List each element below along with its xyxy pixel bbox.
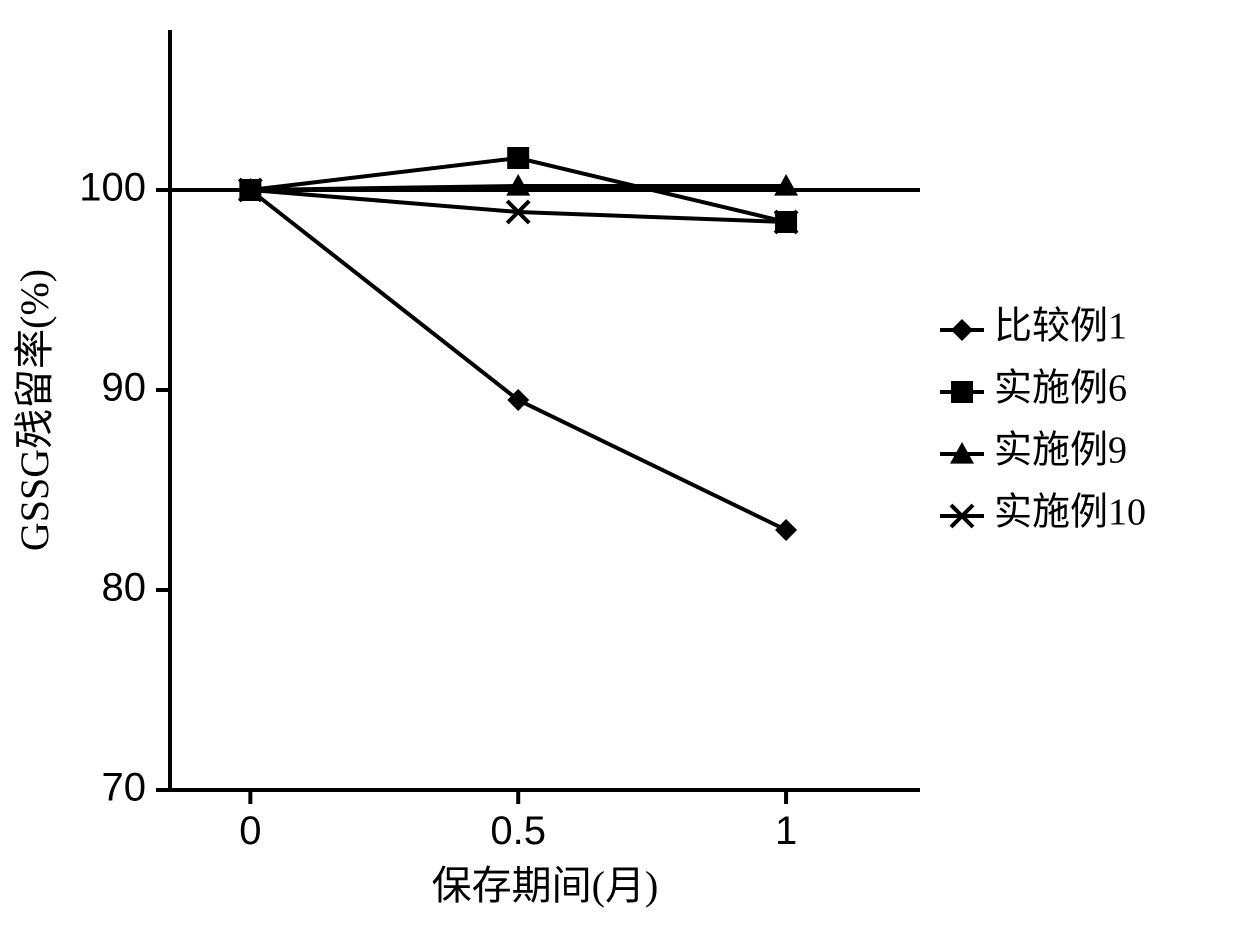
x-tick-label: 0 [239,809,261,853]
gssg-retention-chart: 70 80 90 100 0 0.5 1 GSSG残留率(%) 保存期间(月) 比较例1 实施例6 实… [0,0,1240,934]
y-tick-label: 70 [102,766,147,810]
x-tick-label: 1 [775,809,797,853]
square-marker [951,381,973,403]
x-axis-label: 保存期间(月) [432,863,659,908]
legend-label: 实施例9 [994,430,1127,472]
y-tick-label: 80 [102,566,147,610]
chart-svg: 70 80 90 100 0 0.5 1 GSSG残留率(%) 保存期间(月) 比较例1 实施例6 实… [0,0,1240,934]
legend-label: 比较例1 [994,306,1127,348]
y-tick-label: 100 [79,166,146,210]
y-tick-label: 90 [102,366,147,410]
x-tick-label: 0.5 [490,809,546,853]
legend-label: 实施例10 [994,492,1146,534]
legend-label: 实施例6 [994,368,1127,410]
y-axis-label: GSSG残留率(%) [12,269,57,551]
square-marker [507,147,529,169]
